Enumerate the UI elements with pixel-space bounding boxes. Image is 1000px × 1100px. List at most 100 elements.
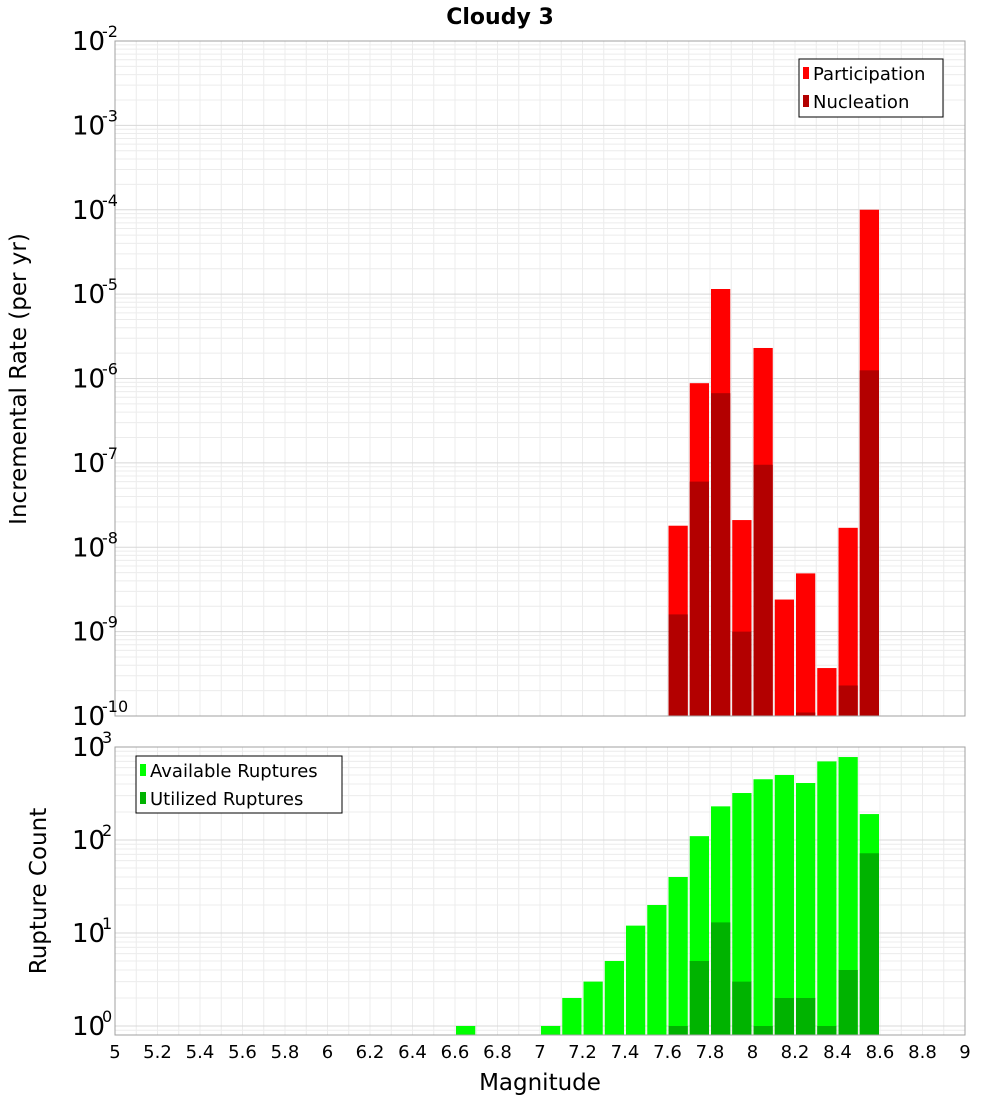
y-tick-exponent: -5 <box>102 275 118 294</box>
x-tick-label: 8.8 <box>908 1042 937 1063</box>
y-tick-label: 10 <box>72 618 105 648</box>
x-tick-label: 5.4 <box>186 1042 215 1063</box>
bar-series1-8.15 <box>774 774 794 1035</box>
y-tick-exponent: -2 <box>102 22 118 41</box>
bottom-legend: Available Ruptures Utilized Ruptures <box>135 755 343 814</box>
bar-series1-7.35 <box>604 960 624 1035</box>
top-panel: 10-210-310-410-510-610-710-810-910-10 In… <box>6 22 966 732</box>
bar-series1-7.55 <box>647 904 667 1035</box>
x-tick-label: 8.4 <box>823 1042 852 1063</box>
y-tick-label: 10 <box>72 27 105 57</box>
x-tick-label: 8.2 <box>781 1042 810 1063</box>
y-tick-exponent: -3 <box>102 106 118 125</box>
bar-series2-8.25 <box>796 712 816 716</box>
y-tick-exponent: -10 <box>102 697 128 716</box>
bar-series2-8.45 <box>838 685 858 716</box>
bar-series1-7.05 <box>541 1025 561 1035</box>
y-tick-label: 10 <box>72 919 105 949</box>
top-legend: Participation Nucleation <box>798 58 944 118</box>
bar-series1-8.45 <box>838 527 858 716</box>
x-tick-label: 5.8 <box>271 1042 300 1063</box>
bar-series1-8.25 <box>796 783 816 1035</box>
x-axis-title: Magnitude <box>479 1070 601 1096</box>
bottom-x-ticks: 5 5.2 5.4 5.6 5.8 6 6.2 6.4 6.6 6.8 7 7.2 7.4 7.6 7.8 8… <box>109 1042 970 1063</box>
chart-title: Cloudy 3 <box>446 5 554 30</box>
y-tick-exponent: -6 <box>102 360 118 379</box>
x-tick-label: 6.6 <box>441 1042 470 1063</box>
bar-series1-8.25 <box>796 573 816 716</box>
bar-series2-7.85 <box>711 393 731 716</box>
y-tick-label: 10 <box>72 1012 105 1042</box>
bar-series1-7.45 <box>626 925 646 1035</box>
bar-series1-8.15 <box>774 599 794 716</box>
bar-series2-7.75 <box>689 481 709 716</box>
bar-series1-7.25 <box>583 981 603 1035</box>
bar-series1-8.35 <box>817 668 837 716</box>
top-plot-frame <box>114 40 966 717</box>
x-tick-label: 7 <box>534 1042 545 1063</box>
bar-series2-7.65 <box>668 1025 688 1035</box>
bar-series2-7.95 <box>732 631 752 716</box>
bar-series2-8.25 <box>796 997 816 1035</box>
y-tick-exponent: -4 <box>102 191 118 210</box>
bar-series2-7.75 <box>689 960 709 1035</box>
x-tick-label: 7.6 <box>653 1042 682 1063</box>
top-legend-box <box>798 58 944 118</box>
bar-series2-7.65 <box>668 614 688 716</box>
top-bars <box>668 209 879 716</box>
y-tick-exponent: 1 <box>102 914 112 933</box>
legend-label-available: Available Ruptures <box>150 761 318 782</box>
bar-series2-8.45 <box>838 969 858 1035</box>
bar-series2-8.55 <box>859 853 879 1035</box>
y-tick-label: 10 <box>72 533 105 563</box>
bottom-y-axis-title: Rupture Count <box>26 808 52 974</box>
bottom-legend-box <box>135 755 343 814</box>
bar-series2-7.85 <box>711 922 731 1035</box>
legend-swatch-utilized <box>140 792 146 804</box>
y-tick-label: 10 <box>72 280 105 310</box>
y-tick-exponent: -8 <box>102 528 118 547</box>
y-tick-exponent: -7 <box>102 444 118 463</box>
top-y-axis-title: Incremental Rate (per yr) <box>6 233 32 525</box>
x-tick-label: 7.2 <box>568 1042 597 1063</box>
x-tick-label: 7.4 <box>611 1042 640 1063</box>
bar-series1-6.65 <box>456 1025 476 1035</box>
y-tick-label: 10 <box>72 365 105 395</box>
y-tick-label: 10 <box>72 826 105 856</box>
legend-label-participation: Participation <box>813 64 925 85</box>
bar-series2-8.35 <box>817 1025 837 1035</box>
bar-series2-8.05 <box>753 1025 773 1035</box>
bar-series1-7.65 <box>668 877 688 1035</box>
x-tick-label: 6.2 <box>356 1042 385 1063</box>
bottom-bars <box>456 757 879 1035</box>
bar-series1-7.95 <box>732 793 752 1035</box>
x-tick-label: 6 <box>322 1042 333 1063</box>
x-tick-label: 8 <box>747 1042 758 1063</box>
bar-series1-7.15 <box>562 997 582 1035</box>
x-tick-label: 5.2 <box>143 1042 172 1063</box>
legend-swatch-available <box>140 764 146 776</box>
y-tick-exponent: 2 <box>102 821 112 840</box>
legend-label-nucleation: Nucleation <box>813 92 909 113</box>
legend-label-utilized: Utilized Ruptures <box>150 789 303 810</box>
y-tick-label: 10 <box>72 733 105 763</box>
legend-swatch-participation <box>803 67 809 79</box>
bar-series1-8.05 <box>753 779 773 1035</box>
x-tick-label: 7.8 <box>696 1042 725 1063</box>
bar-series2-8.55 <box>859 370 879 716</box>
x-tick-label: 9 <box>959 1042 970 1063</box>
y-tick-label: 10 <box>72 449 105 479</box>
bar-series2-7.95 <box>732 981 752 1035</box>
legend-swatch-nucleation <box>803 95 809 107</box>
y-tick-label: 10 <box>72 111 105 141</box>
x-tick-label: 6.8 <box>483 1042 512 1063</box>
x-tick-label: 5 <box>109 1042 120 1063</box>
top-y-ticks: 10-210-310-410-510-610-710-810-910-10 <box>72 22 128 732</box>
y-tick-exponent: 3 <box>102 728 112 747</box>
x-tick-label: 5.6 <box>228 1042 257 1063</box>
bar-series1-8.45 <box>838 757 858 1035</box>
x-tick-label: 8.6 <box>866 1042 895 1063</box>
top-grid <box>114 41 966 717</box>
